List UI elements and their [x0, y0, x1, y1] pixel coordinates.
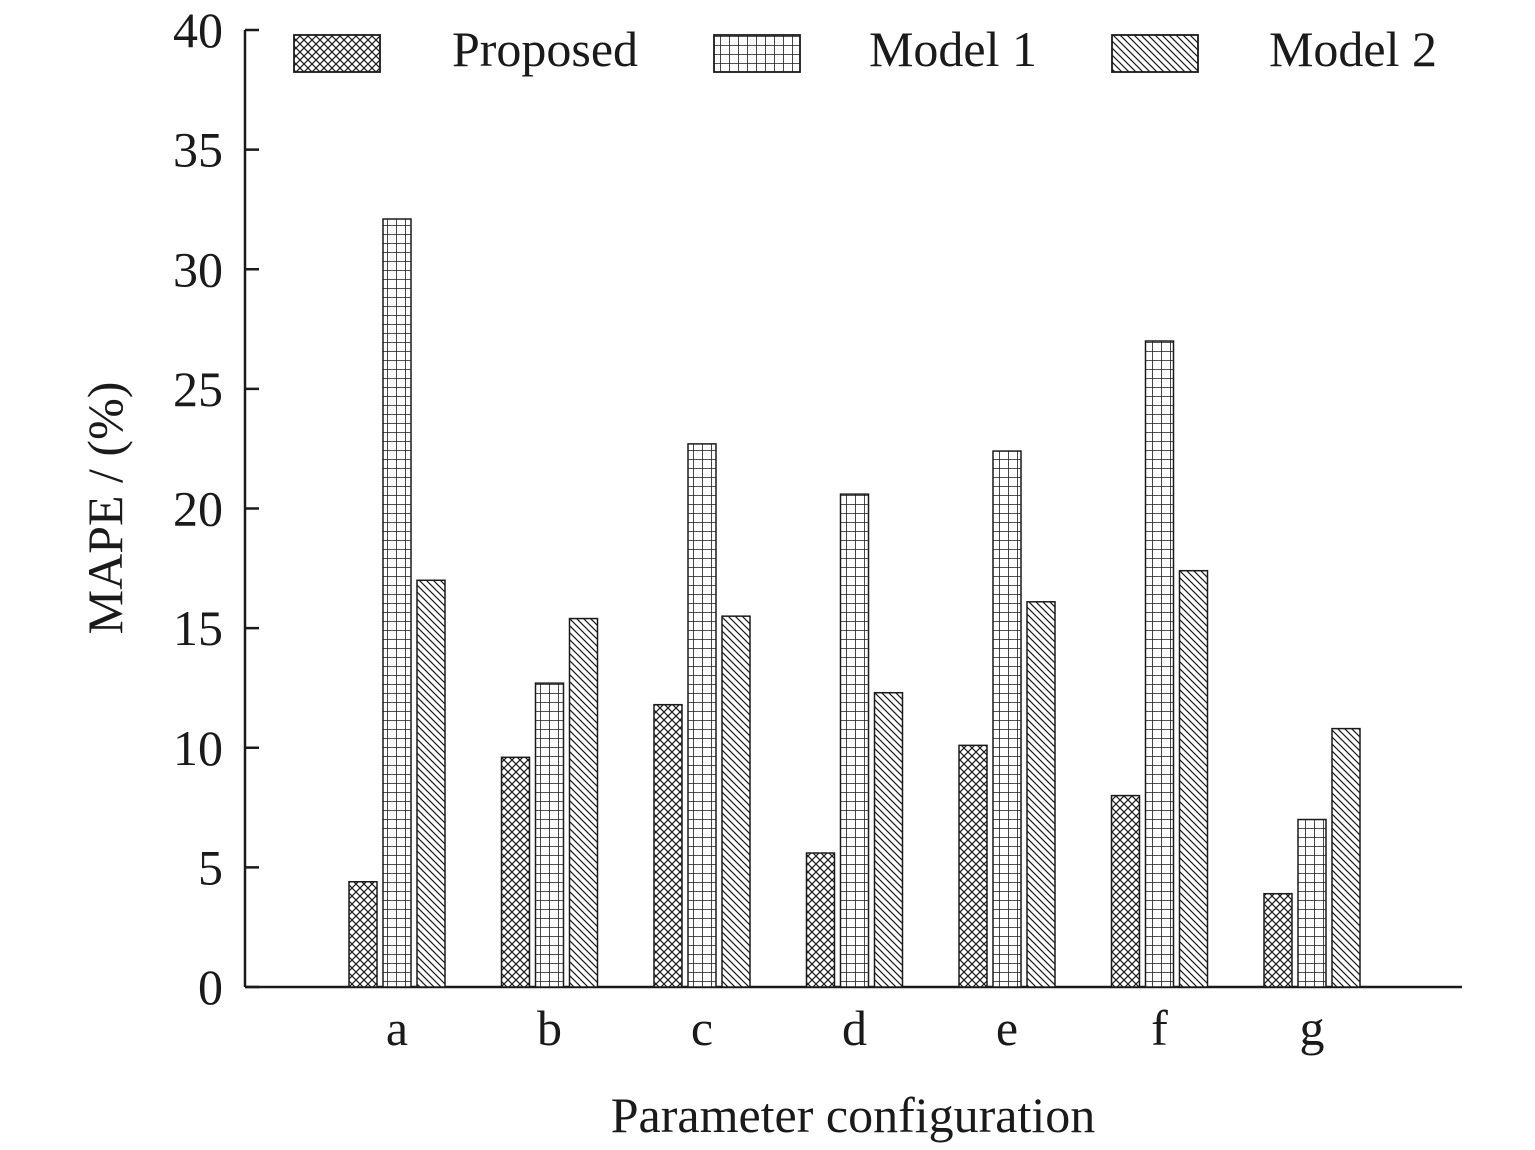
- x-tick-label: d: [842, 1000, 867, 1056]
- bar-model-2-g: [1331, 727, 1361, 988]
- y-tick-label: 30: [173, 241, 223, 297]
- bar-model-1-f: [1144, 340, 1175, 988]
- y-tick-label: 25: [173, 361, 223, 417]
- bar-model-1-e: [992, 450, 1022, 988]
- bar-model-1-c: [687, 443, 717, 988]
- bar-proposed-g: [1263, 892, 1293, 988]
- bar-model-1-a: [382, 218, 412, 988]
- legend-swatch: [293, 34, 381, 73]
- y-axis-label: MAPE / (%): [77, 382, 133, 635]
- x-axis-label: Parameter configuration: [611, 1087, 1096, 1143]
- bar-model-2-a: [416, 579, 446, 988]
- y-tick-label: 35: [173, 122, 223, 178]
- bar-proposed-e: [958, 744, 988, 988]
- legend-label: Proposed: [452, 21, 638, 77]
- x-tick-label: g: [1300, 1000, 1325, 1056]
- y-axis: 0 5 10 15 20 25 30 35 40: [173, 2, 259, 1015]
- bar-model-1-b: [534, 682, 565, 988]
- bar-model-2-d: [873, 691, 904, 988]
- bar-model-2-f: [1178, 569, 1209, 988]
- x-axis: a b c d e f g: [245, 985, 1462, 1056]
- y-tick-label: 5: [198, 839, 223, 895]
- x-tick-labels: a b c d e f g: [386, 1000, 1325, 1056]
- x-tick-label: e: [996, 1000, 1018, 1056]
- y-tick-label: 20: [173, 481, 223, 537]
- bar-proposed-b: [500, 756, 531, 988]
- x-tick-label: c: [691, 1000, 713, 1056]
- x-tick-label: b: [537, 1000, 562, 1056]
- x-tick-label: f: [1151, 1000, 1168, 1056]
- bar-model-2-b: [568, 617, 599, 988]
- bar-model-2-c: [721, 615, 751, 988]
- bar-model-2-e: [1026, 601, 1056, 988]
- bar-proposed-c: [653, 703, 683, 988]
- legend: Proposed Model 1 Model 2: [293, 21, 1437, 77]
- y-tick-label: 0: [198, 959, 223, 1015]
- bar-proposed-f: [1110, 794, 1141, 988]
- y-tick-label: 15: [173, 600, 223, 656]
- bar-model-1-d: [839, 493, 870, 988]
- bar-proposed-a: [348, 880, 378, 988]
- bar-model-1-g: [1297, 818, 1327, 988]
- legend-swatch: [1111, 34, 1199, 73]
- x-tick-label: a: [386, 1000, 408, 1056]
- y-ticks: 0 5 10 15 20 25 30 35 40: [173, 2, 259, 1015]
- bars: [348, 218, 1361, 988]
- legend-label: Model 2: [1269, 21, 1437, 77]
- y-tick-label: 10: [173, 720, 223, 776]
- legend-label: Model 1: [869, 21, 1037, 77]
- y-tick-label: 40: [173, 2, 223, 58]
- legend-swatch: [713, 34, 801, 73]
- bar-proposed-d: [805, 852, 836, 988]
